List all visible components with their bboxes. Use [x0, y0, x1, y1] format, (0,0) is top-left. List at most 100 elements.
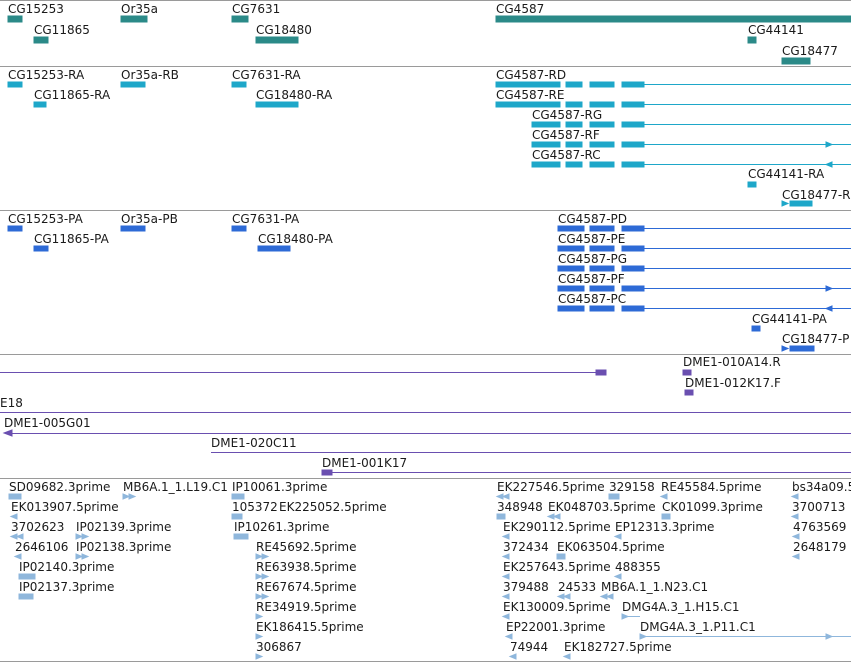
est-feature[interactable] — [562, 653, 571, 660]
transcript-label[interactable]: CG44141-RA — [748, 167, 825, 181]
est-label[interactable]: DMG4A.3_1.P11.C1 — [640, 620, 756, 634]
transcript-label[interactable]: CG7631-RA — [232, 68, 301, 82]
est-feature[interactable] — [608, 493, 620, 500]
protein-feature[interactable] — [231, 225, 247, 232]
est-label[interactable]: CK01099.3prime — [662, 500, 763, 514]
est-label[interactable]: IP10261.3prime — [234, 520, 329, 534]
est-feature[interactable] — [501, 613, 510, 620]
est-feature[interactable] — [621, 613, 640, 620]
protein-label[interactable]: CG44141-PA — [752, 312, 828, 326]
protein-feature[interactable] — [557, 265, 851, 272]
est-feature[interactable] — [495, 493, 510, 500]
est-label[interactable]: 306867 — [256, 640, 302, 654]
est-label[interactable]: EK290112.5prime — [503, 520, 611, 534]
est-feature[interactable] — [599, 593, 614, 600]
transcript-feature[interactable] — [747, 181, 757, 188]
est-feature[interactable] — [18, 593, 34, 600]
gene-feature[interactable] — [781, 57, 811, 65]
est-feature[interactable] — [501, 573, 510, 580]
gene-label[interactable]: CG15253 — [8, 2, 64, 16]
est-label[interactable]: SD09682.3prime — [9, 480, 110, 494]
est-feature[interactable] — [255, 613, 264, 620]
est-label[interactable]: 329158 — [609, 480, 655, 494]
est-feature[interactable] — [790, 513, 799, 520]
est-label[interactable]: IP02140.3prime — [19, 560, 114, 574]
est-feature[interactable] — [13, 553, 22, 560]
est-feature[interactable] — [556, 553, 566, 560]
est-feature[interactable] — [791, 533, 800, 540]
transcript-label[interactable]: CG4587-RC — [532, 148, 601, 162]
est-label[interactable]: 4763569 — [793, 520, 846, 534]
protein-label[interactable]: CG4587-PF — [558, 272, 625, 286]
est-label[interactable]: 3702623 — [11, 520, 64, 534]
protein-feature[interactable] — [33, 245, 49, 252]
est-label[interactable]: RE34919.5prime — [256, 600, 357, 614]
est-label[interactable]: 74944 — [510, 640, 548, 654]
est-label[interactable]: EP22001.3prime — [506, 620, 605, 634]
protein-label[interactable]: CG7631-PA — [232, 212, 300, 226]
protein-label[interactable]: Or35a-PB — [121, 212, 178, 226]
gene-feature[interactable] — [495, 15, 851, 23]
protein-feature[interactable] — [557, 305, 851, 312]
est-feature[interactable] — [122, 493, 137, 500]
est-feature[interactable] — [496, 513, 506, 520]
protein-feature[interactable] — [557, 245, 851, 252]
gene-label[interactable]: CG44141 — [748, 23, 804, 37]
est-feature[interactable] — [255, 653, 264, 660]
est-label[interactable]: EK048703.5prime — [548, 500, 656, 514]
est-label[interactable]: IP02137.3prime — [19, 580, 114, 594]
est-label[interactable]: bs34a09.5 — [792, 480, 851, 494]
transcript-feature[interactable] — [255, 101, 299, 108]
est-feature[interactable] — [661, 513, 671, 520]
est-label[interactable]: RE45584.5prime — [661, 480, 762, 494]
protein-feature[interactable] — [751, 325, 761, 332]
transcript-label[interactable]: CG15253-RA — [8, 68, 85, 82]
clone-feature[interactable] — [2, 429, 851, 437]
clone-label[interactable]: DME1-001K17 — [322, 456, 407, 470]
est-label[interactable]: EK130009.5prime — [503, 600, 611, 614]
est-feature[interactable] — [504, 633, 513, 640]
est-feature[interactable] — [613, 573, 622, 580]
est-label[interactable]: 348948 — [497, 500, 543, 514]
protein-feature[interactable] — [781, 345, 815, 352]
transcript-label[interactable]: CG11865-RA — [34, 88, 111, 102]
est-label[interactable]: EK225052.5prime — [279, 500, 387, 514]
est-feature[interactable] — [9, 533, 24, 540]
clone-label[interactable]: DME1-010A14.R — [683, 355, 781, 369]
est-feature[interactable] — [233, 533, 249, 540]
est-label[interactable]: IP02139.3prime — [76, 520, 171, 534]
est-feature[interactable] — [546, 513, 561, 520]
est-label[interactable]: EK013907.5prime — [11, 500, 119, 514]
est-label[interactable]: 2646106 — [15, 540, 68, 554]
est-feature[interactable] — [255, 553, 270, 560]
gene-feature[interactable] — [120, 15, 148, 23]
protein-label[interactable]: CG4587-PG — [558, 252, 627, 266]
est-feature[interactable] — [18, 573, 36, 580]
est-label[interactable]: RE45692.5prime — [256, 540, 357, 554]
protein-feature[interactable] — [557, 225, 851, 232]
protein-label[interactable]: CG18477-P — [782, 332, 849, 346]
est-label[interactable]: MB6A.1_1.N23.C1 — [601, 580, 708, 594]
est-feature[interactable] — [613, 533, 622, 540]
est-label[interactable]: EK227546.5prime — [497, 480, 605, 494]
est-label[interactable]: 105372 — [232, 500, 278, 514]
protein-label[interactable]: CG15253-PA — [8, 212, 84, 226]
est-label[interactable]: 372434 — [503, 540, 549, 554]
est-label[interactable]: 3700713 — [792, 500, 845, 514]
protein-label[interactable]: CG18480-PA — [258, 232, 334, 246]
gene-feature[interactable] — [7, 15, 23, 23]
est-label[interactable]: IP02138.3prime — [76, 540, 171, 554]
transcript-feature[interactable] — [120, 81, 146, 88]
transcript-feature[interactable] — [231, 81, 247, 88]
est-label[interactable]: EK186415.5prime — [256, 620, 364, 634]
est-feature[interactable] — [791, 553, 800, 560]
clone-feature[interactable] — [684, 389, 694, 396]
protein-feature[interactable] — [557, 285, 851, 292]
gene-label[interactable]: CG11865 — [34, 23, 90, 37]
protein-label[interactable]: CG4587-PE — [558, 232, 625, 246]
gene-label[interactable]: Or35a — [121, 2, 158, 16]
est-feature[interactable] — [501, 553, 510, 560]
est-feature[interactable] — [508, 653, 517, 660]
est-feature[interactable] — [255, 573, 270, 580]
